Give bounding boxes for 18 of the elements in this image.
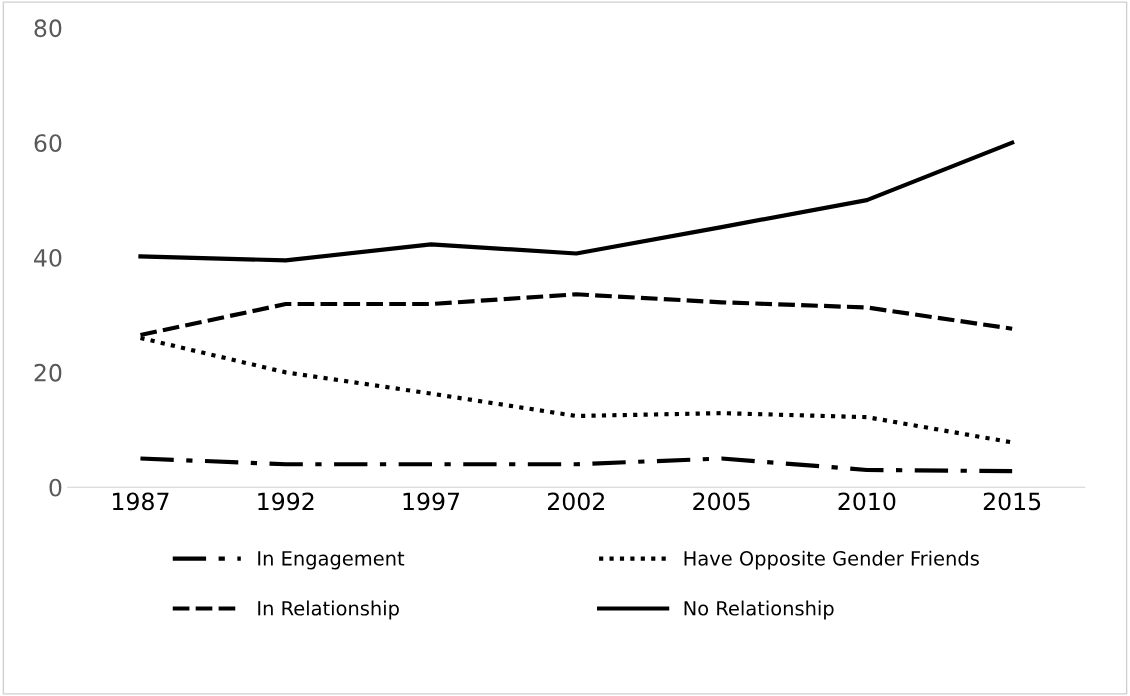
x-tick-label: 2005 bbox=[693, 492, 750, 511]
x-tick-label: 1997 bbox=[403, 492, 460, 511]
y-tick-label: 60 bbox=[34, 134, 62, 152]
x-tick-label: 1992 bbox=[258, 492, 314, 511]
x-tick-label: 2010 bbox=[838, 492, 896, 511]
x-tick-label: 2015 bbox=[983, 492, 1041, 511]
legend-label: No Relationship bbox=[684, 600, 834, 620]
y-tick-label: 0 bbox=[49, 478, 62, 497]
y-tick-label: 80 bbox=[34, 19, 62, 38]
legend-label: In Relationship bbox=[258, 600, 399, 620]
legend-label: Have Opposite Gender Friends bbox=[684, 550, 979, 570]
legend-label: In Engagement bbox=[258, 551, 405, 570]
line-series bbox=[138, 140, 1015, 263]
y-tick-label: 40 bbox=[34, 248, 62, 267]
line-series bbox=[138, 456, 1015, 474]
x-tick-label: 2002 bbox=[547, 492, 604, 511]
y-tick-label: 20 bbox=[34, 363, 62, 382]
x-tick-label: 1987 bbox=[112, 492, 169, 511]
